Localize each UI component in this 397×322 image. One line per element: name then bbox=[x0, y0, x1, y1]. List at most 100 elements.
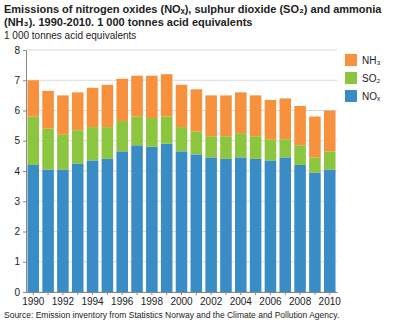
bar bbox=[191, 89, 203, 131]
legend-item: NH₃ bbox=[345, 54, 381, 66]
bar bbox=[176, 85, 188, 127]
bar bbox=[279, 139, 291, 157]
bar bbox=[27, 80, 39, 116]
bar bbox=[42, 129, 54, 170]
bar bbox=[294, 165, 306, 292]
legend-item: NOₓ bbox=[345, 90, 381, 102]
bar bbox=[250, 136, 262, 159]
bar bbox=[42, 91, 54, 129]
tick: 2010 bbox=[319, 292, 342, 307]
tick-label: 8 bbox=[14, 45, 20, 56]
bar bbox=[146, 147, 158, 292]
bar bbox=[324, 151, 336, 169]
bar bbox=[176, 127, 188, 151]
bar bbox=[87, 88, 99, 127]
tick: 2004 bbox=[230, 292, 253, 307]
tick-label: 3 bbox=[14, 196, 20, 207]
bar bbox=[102, 85, 114, 127]
tick bbox=[107, 292, 108, 295]
bar bbox=[220, 136, 232, 159]
bar bbox=[146, 76, 158, 118]
tick-label: 1990 bbox=[22, 296, 45, 307]
bar bbox=[235, 92, 247, 133]
bar bbox=[235, 157, 247, 292]
bar bbox=[324, 169, 336, 292]
bar bbox=[131, 145, 143, 292]
series bbox=[27, 144, 335, 292]
tick-mark bbox=[285, 292, 286, 295]
tick bbox=[48, 292, 49, 295]
tick-mark bbox=[77, 292, 78, 295]
bar bbox=[176, 151, 188, 292]
tick-label: 7 bbox=[14, 75, 20, 86]
bar bbox=[205, 157, 217, 292]
bar bbox=[116, 151, 128, 292]
tick: 4 bbox=[14, 166, 26, 177]
tick bbox=[225, 292, 226, 295]
tick: 3 bbox=[14, 196, 26, 207]
tick-label: 2006 bbox=[259, 296, 282, 307]
tick-mark bbox=[23, 292, 26, 293]
tick-label: 2008 bbox=[289, 296, 312, 307]
bar bbox=[220, 159, 232, 292]
bar bbox=[250, 159, 262, 292]
tick-label: 2010 bbox=[319, 296, 342, 307]
legend-label: NH₃ bbox=[362, 55, 381, 66]
tick-mark bbox=[181, 292, 182, 295]
tick-mark bbox=[329, 292, 330, 295]
legend: NH₃SO₂NOₓ bbox=[345, 54, 381, 102]
tick-label: 1992 bbox=[52, 296, 75, 307]
tick: 2 bbox=[14, 226, 26, 237]
bar bbox=[205, 95, 217, 136]
source: Source: Emission inventory from Statisti… bbox=[4, 310, 339, 320]
tick-mark bbox=[122, 292, 123, 295]
legend-swatch bbox=[345, 54, 357, 66]
tick-label: 6 bbox=[14, 105, 20, 116]
axis-line bbox=[26, 51, 27, 293]
tick-mark bbox=[23, 262, 26, 263]
tick bbox=[137, 292, 138, 295]
tick-mark bbox=[33, 292, 34, 295]
tick-mark bbox=[225, 292, 226, 295]
bar bbox=[235, 133, 247, 157]
tick-mark bbox=[314, 292, 315, 295]
tick bbox=[314, 292, 315, 295]
tick-label: 2000 bbox=[170, 296, 193, 307]
bar bbox=[265, 139, 277, 160]
tick: 1996 bbox=[111, 292, 134, 307]
bar bbox=[57, 95, 69, 134]
tick: 1994 bbox=[81, 292, 104, 307]
bar bbox=[102, 159, 114, 292]
tick-label: 2 bbox=[14, 226, 20, 237]
bar bbox=[250, 95, 262, 136]
tick-mark bbox=[23, 50, 26, 51]
bar bbox=[87, 160, 99, 292]
tick-mark bbox=[23, 141, 26, 142]
tick bbox=[196, 292, 197, 295]
bar bbox=[309, 117, 321, 158]
subtitle: 1 000 tonnes acid equivalents bbox=[4, 30, 136, 41]
tick: 2002 bbox=[200, 292, 223, 307]
x-axis: 1990 1992 1994 1996 1998 2000 2002 2004 2006 2008… bbox=[22, 292, 341, 307]
tick-label: 1996 bbox=[111, 296, 134, 307]
title: Emissions of nitrogen oxides (NOₓ), sulp… bbox=[4, 3, 382, 28]
tick-mark bbox=[62, 292, 63, 295]
tick-label: 1998 bbox=[141, 296, 164, 307]
bar bbox=[324, 111, 336, 152]
tick-mark bbox=[23, 171, 26, 172]
tick-mark bbox=[166, 292, 167, 295]
bar bbox=[309, 173, 321, 292]
tick-mark bbox=[211, 292, 212, 295]
tick-mark bbox=[92, 292, 93, 295]
tick-label: 1994 bbox=[81, 296, 104, 307]
bar bbox=[87, 127, 99, 160]
tick-mark bbox=[255, 292, 256, 295]
tick-mark bbox=[23, 111, 26, 112]
tick-mark bbox=[107, 292, 108, 295]
bar bbox=[265, 160, 277, 292]
bar bbox=[131, 76, 143, 117]
tick: 8 bbox=[14, 45, 26, 56]
tick-mark bbox=[48, 292, 49, 295]
tick-mark bbox=[240, 292, 241, 295]
bar bbox=[294, 145, 306, 165]
